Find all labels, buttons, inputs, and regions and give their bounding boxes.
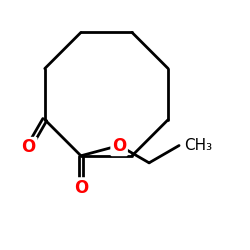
Text: O: O <box>22 138 36 156</box>
Text: CH₃: CH₃ <box>184 138 212 153</box>
Text: O: O <box>112 136 126 154</box>
Text: O: O <box>74 179 88 197</box>
